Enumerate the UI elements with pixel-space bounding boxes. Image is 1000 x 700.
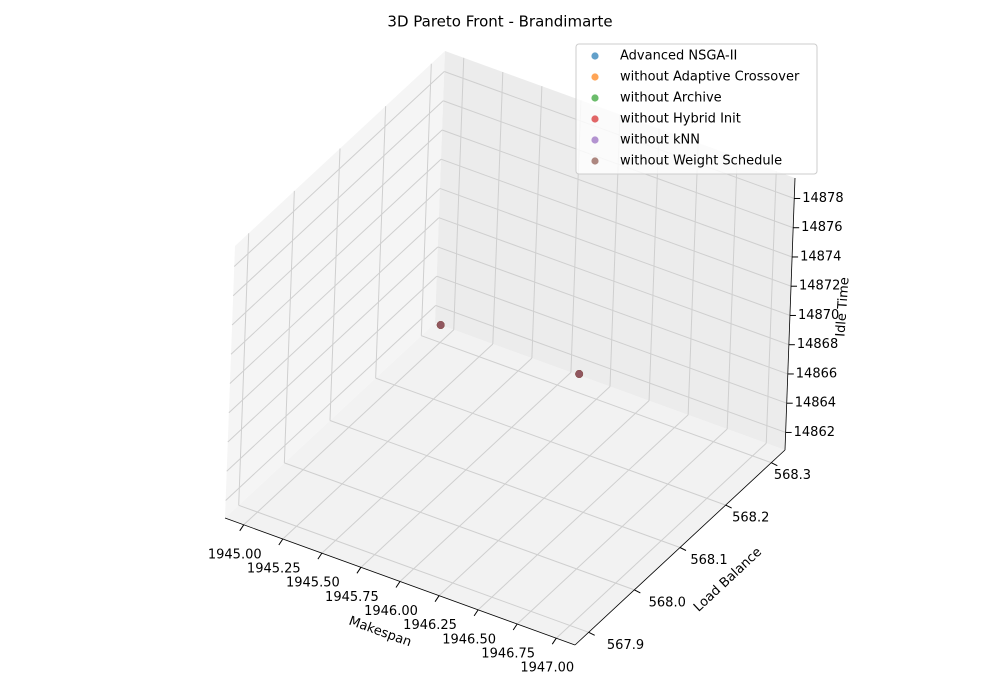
x-tick-label: 1946.25	[403, 618, 457, 633]
legend-box	[575, 43, 818, 175]
grid-line	[453, 57, 465, 330]
y-tick-label: 568.0	[649, 595, 686, 610]
grid-line	[421, 335, 772, 464]
x-tick-label: 1946.50	[442, 632, 496, 647]
grid-line	[232, 100, 444, 297]
tick-mark	[634, 589, 641, 594]
tick-mark	[725, 504, 732, 509]
grid-line	[375, 106, 387, 379]
grid-line	[238, 504, 589, 633]
grid-line	[435, 304, 786, 433]
grid-line	[726, 157, 738, 430]
legend-marker	[591, 52, 599, 60]
grid-line	[329, 420, 681, 548]
grid-line	[492, 71, 504, 344]
z-axis	[784, 177, 796, 451]
legend-label: without kNN	[620, 133, 700, 148]
grid-line	[329, 148, 341, 421]
x-tick-label: 1945.25	[247, 561, 301, 576]
y-tick-label: 568.2	[732, 511, 769, 526]
y-tick-label: 568.3	[774, 468, 811, 483]
legend-marker	[591, 136, 599, 144]
tick-mark	[588, 631, 595, 636]
grid-line	[765, 171, 777, 444]
y-axis	[574, 449, 786, 646]
grid-line	[420, 63, 432, 336]
legend-marker	[591, 94, 599, 102]
z-tick-label: 14878	[802, 191, 843, 206]
z-axis-label: Idle Time	[833, 277, 852, 338]
tick-mark	[356, 567, 362, 574]
z-tick-label: 14866	[796, 366, 837, 381]
point	[436, 321, 445, 329]
z-tick-label: 14872	[799, 279, 840, 294]
z-tick-label: 14864	[795, 396, 836, 411]
grid-line	[284, 462, 635, 591]
z-tick-label: 14870	[798, 308, 839, 323]
grid-line	[233, 71, 445, 267]
grid-line	[531, 86, 543, 359]
tick-mark	[434, 595, 440, 602]
grid-line	[227, 246, 439, 443]
tick-mark	[278, 538, 284, 546]
x-tick-label: 1946.00	[364, 604, 418, 619]
x-axis	[224, 517, 576, 646]
grid-line	[438, 217, 790, 346]
z-tick-label: 14868	[797, 337, 838, 352]
tick-mark	[679, 547, 687, 551]
legend-label: without Hybrid Init	[620, 112, 741, 127]
tick-mark	[473, 609, 479, 617]
grid-line	[230, 158, 442, 355]
legend-label: without Weight Schedule	[620, 154, 782, 169]
grid-line	[440, 158, 792, 287]
grid-line	[441, 129, 793, 258]
z-tick-label: 14874	[800, 249, 841, 264]
x-tick-label: 1945.00	[208, 547, 262, 562]
chart-title: 3D Pareto Front - Brandimarte	[387, 13, 612, 31]
z-tick-label: 14862	[794, 425, 835, 440]
grid-line	[283, 190, 295, 463]
point	[575, 370, 584, 378]
grid-line	[687, 142, 699, 415]
x-tick-label: 1945.75	[325, 590, 379, 605]
grid-line	[238, 233, 250, 506]
grid-line	[437, 246, 788, 375]
legend: Advanced NSGA-II without Adaptive Crossov…	[575, 43, 818, 175]
tick-mark	[395, 581, 401, 588]
legend-label: without Archive	[620, 91, 722, 106]
tick-mark	[512, 623, 518, 631]
legend-marker	[591, 115, 599, 123]
tick-mark	[239, 524, 245, 532]
tick-mark	[551, 637, 557, 645]
x-tick-label: 1947.00	[520, 661, 574, 676]
grid-line	[231, 129, 443, 326]
grid-line	[436, 275, 787, 404]
legend-label: without Adaptive Crossover	[620, 70, 800, 85]
grid-line	[375, 377, 726, 506]
tick-mark	[317, 552, 323, 560]
y-tick-label: 568.1	[690, 553, 727, 568]
grid-line	[225, 305, 436, 501]
legend-marker	[591, 157, 599, 165]
grid-line	[228, 217, 440, 414]
z-tick-label: 14876	[801, 220, 842, 235]
y-tick-label: 567.9	[607, 638, 644, 653]
legend-marker	[591, 73, 599, 81]
x-tick-label: 1945.50	[286, 576, 340, 591]
grid-line	[439, 187, 791, 316]
legend-label: Advanced NSGA-II	[620, 49, 737, 64]
tick-mark	[771, 462, 778, 467]
x-tick-label: 1946.75	[481, 647, 535, 662]
grid-line	[226, 275, 438, 472]
grid-line	[229, 188, 441, 384]
